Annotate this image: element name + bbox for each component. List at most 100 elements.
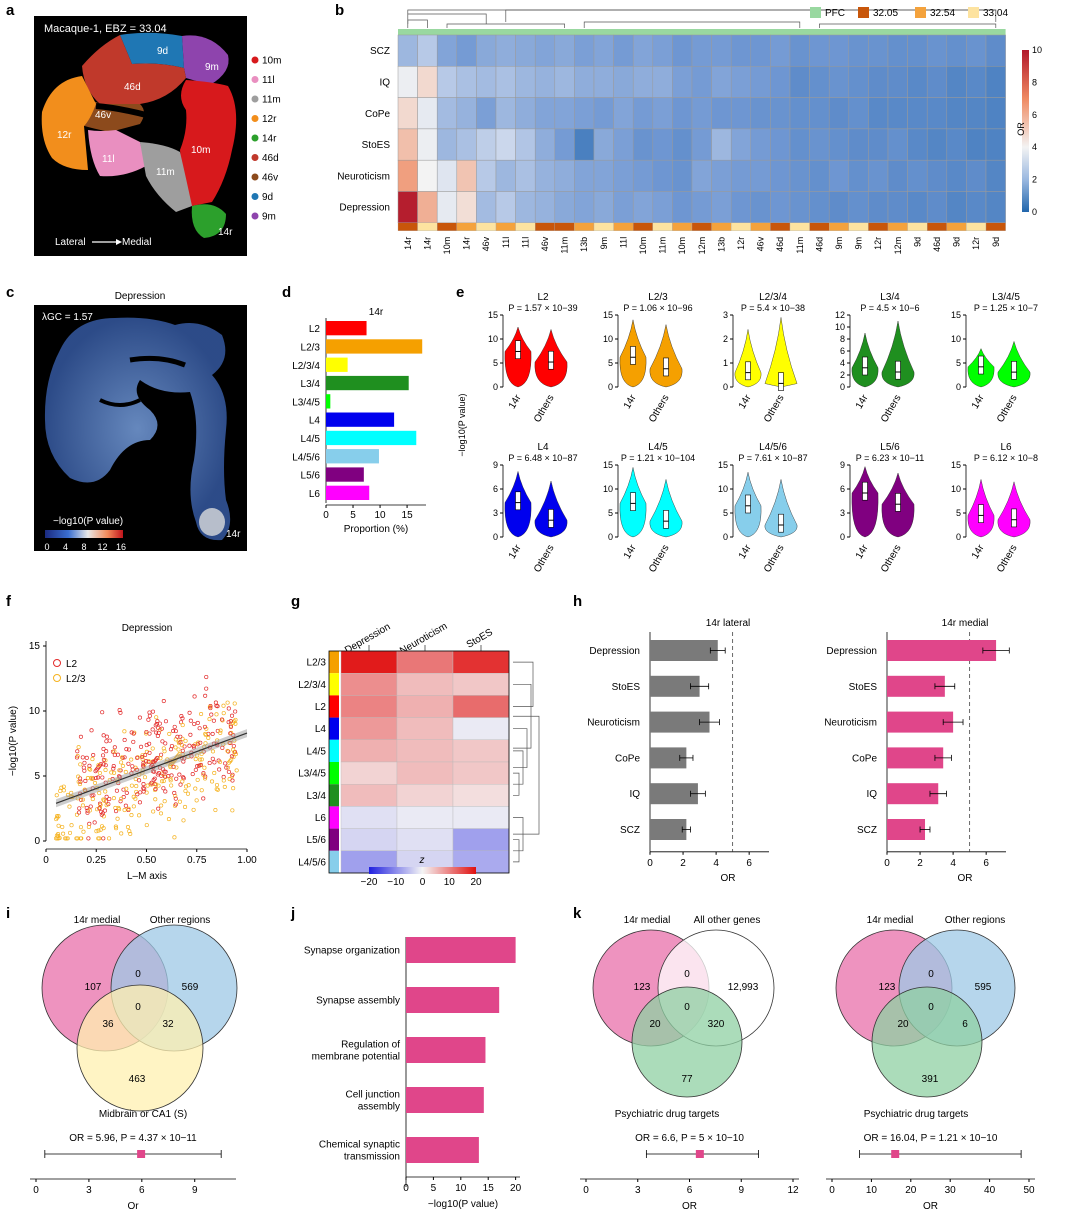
- heatmap-cell-b: [926, 66, 948, 98]
- forest-tick-label: 30: [945, 1185, 957, 1196]
- tick-label-f-x: 0: [43, 855, 49, 866]
- or-colorbar-tick: 0: [1032, 207, 1037, 217]
- bar-d: [326, 467, 364, 482]
- heatmap-cell-b: [417, 128, 438, 161]
- column-label-b: 11l: [520, 237, 530, 248]
- ebz-cell: [848, 222, 869, 231]
- point-l23: [112, 749, 117, 754]
- heatmap-cell-b: [397, 66, 418, 98]
- forest-estimate: [137, 1150, 146, 1158]
- heatmap-cell-b: [495, 34, 516, 67]
- point-l23: [173, 745, 178, 750]
- heatmap-cell-b: [456, 128, 477, 161]
- point-l23: [89, 775, 94, 780]
- heatmap-cell-b: [809, 159, 830, 192]
- point-l2: [124, 790, 129, 795]
- point-l2: [129, 730, 134, 735]
- point-l2: [207, 760, 212, 766]
- point-l23: [61, 788, 66, 793]
- violin-category-label: Others: [647, 393, 672, 424]
- forest-tick-label: 0: [829, 1185, 835, 1196]
- point-l23: [79, 836, 84, 841]
- axis-caption-medial: Medial: [122, 237, 151, 248]
- pfc-strip: [398, 29, 1006, 35]
- violin-category-label: 14r: [854, 542, 871, 561]
- point-l23: [63, 836, 68, 841]
- ebz-cell: [829, 222, 849, 231]
- z-colorbar: [369, 867, 476, 874]
- point-l2: [155, 733, 160, 738]
- tick-label-f-x: 1.00: [237, 855, 257, 866]
- heatmap-cell-b: [711, 159, 732, 192]
- forest-xlabel: OR: [923, 1201, 938, 1212]
- point-l23: [234, 768, 239, 773]
- point-l2: [196, 763, 202, 768]
- dendrogram-branch-b: [407, 13, 487, 24]
- violin-box: [895, 360, 901, 380]
- z-colorbar-tick: −10: [387, 877, 404, 888]
- heatmap-cell-b: [926, 191, 948, 224]
- heatmap-cell-b: [691, 34, 712, 67]
- panel-e: −log10(P value)L2P = 1.57 × 10−390510151…: [457, 292, 1038, 574]
- axis-caption-lateral: Lateral: [55, 237, 86, 248]
- violin-title-e: L5/6: [880, 442, 900, 453]
- category-label-d: L6: [309, 489, 321, 500]
- heatmap-cell-b: [672, 191, 693, 224]
- point-l23: [97, 836, 102, 841]
- point-l2: [226, 706, 231, 711]
- point-l2: [78, 734, 83, 739]
- venn-count-abc: 0: [928, 1002, 934, 1013]
- ebz-cell: [633, 222, 653, 231]
- heatmap-cell-b: [397, 128, 418, 161]
- point-l2: [191, 743, 196, 748]
- heatmap-cell-b: [966, 128, 987, 161]
- heatmap-cell-b: [593, 34, 614, 67]
- point-l2: [202, 724, 208, 729]
- column-label-b: 13b: [579, 237, 589, 252]
- point-l2: [173, 802, 178, 807]
- row-color-g: [329, 828, 339, 851]
- point-l23: [150, 746, 155, 751]
- point-l2: [144, 729, 149, 735]
- panel-b-colorbar: 0 2 4 6 8 10 OR: [1016, 45, 1042, 217]
- point-l23: [149, 782, 154, 787]
- heatmap-cell-g: [452, 828, 510, 851]
- row-label-g: L3/4/5: [298, 769, 326, 780]
- category-label-j: Cell junction: [346, 1090, 400, 1101]
- point-l23: [161, 779, 166, 784]
- ebz-cell: [515, 222, 536, 231]
- heatmap-cell-b: [495, 97, 516, 130]
- point-l2: [228, 731, 233, 736]
- violin-tick-label: 10: [603, 484, 613, 494]
- point-l23: [195, 777, 200, 782]
- point-l2: [147, 750, 152, 755]
- row-color-g: [329, 762, 339, 785]
- point-l2: [226, 720, 231, 725]
- ebz-cell: [789, 222, 810, 231]
- heatmap-cell-b: [593, 159, 614, 192]
- point-l2: [188, 732, 193, 737]
- point-l2: [82, 768, 87, 773]
- heatmap-cell-b: [907, 66, 928, 98]
- violin-shape: [734, 329, 762, 388]
- category-label-h: Depression: [826, 646, 877, 657]
- heatmap-cell-b: [515, 97, 536, 130]
- point-l23: [199, 711, 204, 717]
- heatmap-cell-b: [848, 159, 869, 192]
- violin-tick-label: 10: [835, 322, 845, 332]
- point-l2: [204, 674, 209, 680]
- point-l2: [82, 760, 87, 765]
- heatmap-cell-b: [809, 191, 830, 224]
- heatmap-cell-b: [770, 66, 791, 98]
- heatmap-cell-b: [397, 97, 418, 130]
- heatmap-cell-g: [396, 717, 454, 740]
- venn-count-ab: 0: [684, 969, 690, 980]
- violin-tick-label: 5: [608, 508, 613, 518]
- bar-d: [326, 430, 417, 446]
- panel-h-xlabel: OR: [958, 873, 973, 884]
- panel-b-legend: PFC 32.05 32.54 33.04: [810, 7, 1008, 19]
- venn-set-label-a: 14r medial: [624, 915, 671, 926]
- violin-pvalue-e: P = 1.06 × 10−96: [623, 303, 692, 313]
- venn-count-abc: 0: [135, 1002, 141, 1013]
- heatmap-cell-b: [730, 97, 752, 130]
